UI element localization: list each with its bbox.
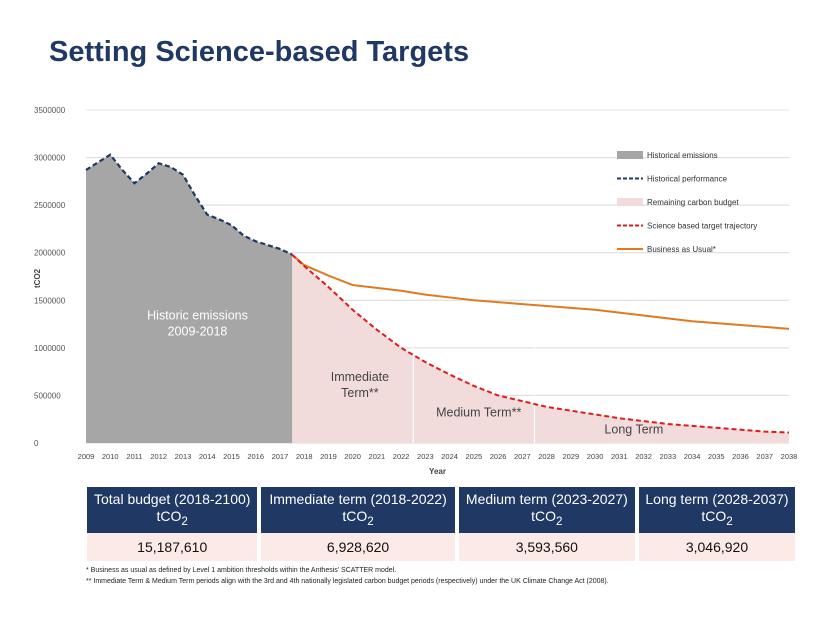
x-tick-label: 2036: [732, 452, 749, 461]
y-tick-label: 1500000: [34, 296, 66, 305]
period-annotation: Historic emissions 2009-2018: [147, 308, 248, 338]
x-tick-label: 2015: [223, 452, 240, 461]
x-tick-label: 2027: [514, 452, 531, 461]
legend-label: Historical performance: [647, 175, 728, 184]
period-annotation-line: Historic emissions: [147, 308, 248, 322]
bau-line: [291, 253, 790, 330]
x-tick-label: 2028: [538, 452, 555, 461]
y-axis-label: tCO2: [33, 268, 42, 288]
period-annotation: Immediate Term**: [331, 370, 389, 400]
legend-label: Historical emissions: [647, 151, 718, 160]
historical-performance-line: [85, 153, 293, 256]
header-medium-term: Medium term (2023-2027) tCO2: [458, 487, 635, 533]
legend-swatch: [617, 198, 643, 206]
x-tick-label: 2019: [320, 452, 337, 461]
budget-table-values-row: 15,187,610 6,928,620 3,593,560 3,046,920: [87, 533, 795, 561]
header-immediate-term: Immediate term (2018-2022) tCO2: [261, 487, 455, 533]
historical-emissions-area: [86, 154, 293, 443]
x-tick-label: 2035: [708, 452, 725, 461]
period-annotation-line: 2009-2018: [168, 324, 228, 338]
page-title: Setting Science-based Targets: [49, 36, 470, 68]
x-tick-label: 2025: [466, 452, 483, 461]
x-tick-label: 2030: [587, 452, 604, 461]
period-annotation-line: Long Term: [604, 422, 663, 436]
y-tick-label: 500000: [34, 391, 61, 400]
period-annotation-line: Medium Term**: [436, 405, 521, 419]
emissions-chart: 3500000 3000000 2500000 2000000 1500000 10000…: [33, 106, 798, 476]
x-tick-label: 2018: [296, 452, 313, 461]
x-tick-label: 2024: [441, 452, 458, 461]
footnote-1: * Business as usual as defined by Level …: [86, 567, 397, 574]
period-annotation: Medium Term**: [436, 405, 521, 419]
x-tick-label: 2026: [490, 452, 507, 461]
value-immediate-term: 6,928,620: [261, 533, 455, 561]
legend-swatch: [617, 151, 643, 159]
x-tick-label: 2029: [562, 452, 579, 461]
value-long-term: 3,046,920: [639, 533, 795, 561]
x-tick-label: 2032: [635, 452, 652, 461]
y-tick-label: 2500000: [34, 201, 66, 210]
sbt-trajectory-line: [291, 253, 790, 434]
header-long-term: Long term (2028-2037) tCO2: [639, 487, 795, 533]
y-tick-label: 2000000: [34, 249, 66, 258]
budget-table-header-row: Total budget (2018-2100) tCO2 Immediate t…: [87, 487, 795, 533]
x-tick-label: 2012: [150, 452, 167, 461]
header-total-budget: Total budget (2018-2100) tCO2: [87, 487, 258, 533]
x-tick-label: 2022: [393, 452, 410, 461]
x-tick-label: 2020: [344, 452, 361, 461]
x-tick-label: 2010: [102, 452, 119, 461]
y-tick-label: 3000000: [34, 154, 66, 163]
x-tick-label: 2031: [611, 452, 628, 461]
x-tick-label: 2021: [369, 452, 386, 461]
period-annotation-line: Term**: [341, 386, 379, 400]
x-tick-label: 2016: [247, 452, 264, 461]
y-tick-label: 1000000: [34, 344, 66, 353]
x-tick-label: 2011: [126, 452, 142, 461]
value-medium-term: 3,593,560: [458, 533, 635, 561]
remaining-budget-area: [292, 254, 789, 443]
legend-label: Science based target trajectory: [647, 222, 757, 231]
y-tick-label: 0: [34, 439, 39, 448]
legend-label: Remaining carbon budget: [647, 198, 739, 207]
x-tick-label: 2009: [78, 452, 95, 461]
x-tick-label: 2014: [199, 452, 216, 461]
footnote-2: ** Immediate Term & Medium Term periods …: [86, 578, 609, 585]
value-total-budget: 15,187,610: [87, 533, 258, 561]
legend-label: Business as Usual*: [647, 245, 716, 254]
period-annotation: Long Term: [604, 422, 663, 436]
x-axis-label: Year: [429, 467, 446, 476]
x-tick-label: 2023: [417, 452, 434, 461]
x-tick-label: 2037: [756, 452, 773, 461]
x-tick-label: 2033: [659, 452, 676, 461]
x-tick-label: 2034: [684, 452, 701, 461]
period-annotation-line: Immediate: [331, 370, 389, 384]
x-tick-label: 2038: [781, 452, 798, 461]
x-tick-label: 2013: [175, 452, 192, 461]
y-tick-label: 3500000: [34, 106, 66, 115]
budget-table: Total budget (2018-2100) tCO2 Immediate t…: [87, 487, 795, 561]
x-tick-label: 2017: [272, 452, 289, 461]
